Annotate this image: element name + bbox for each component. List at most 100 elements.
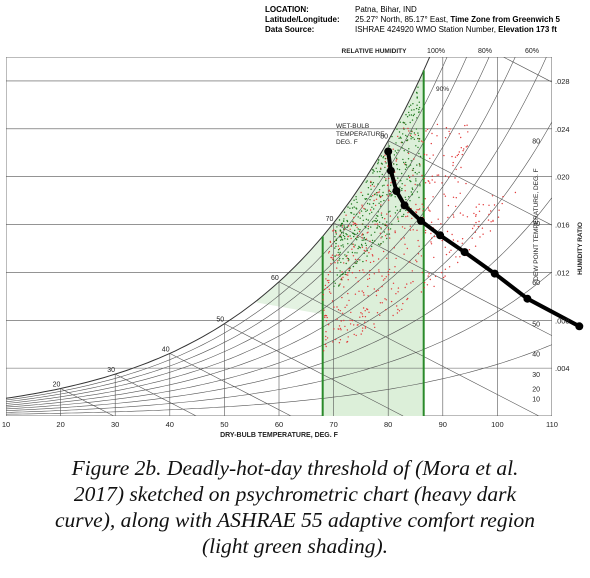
scatter-point (380, 195, 382, 198)
scatter-point (403, 237, 405, 239)
scatter-point (328, 288, 330, 290)
scatter-point (407, 297, 409, 300)
scatter-point (424, 229, 427, 232)
scatter-point (339, 339, 342, 341)
wet-bulb-tick-label: 40 (162, 346, 170, 353)
scatter-point (462, 150, 464, 152)
scatter-point (514, 191, 517, 194)
scatter-point (369, 261, 372, 264)
psychrometric-chart: 10 20 30 40 50 60 70 80 90 100 110 DRY-BULB TEMPERA… (2, 48, 584, 439)
scatter-point (387, 184, 389, 186)
scatter-point (428, 209, 430, 211)
scatter-point (359, 247, 361, 249)
scatter-point (406, 283, 408, 285)
scatter-point (374, 220, 376, 222)
scatter-point (399, 186, 401, 188)
scatter-point (453, 216, 455, 218)
scatter-point (356, 223, 358, 226)
scatter-point (415, 259, 417, 261)
scatter-point (340, 235, 342, 237)
y-tick-label: .024 (555, 125, 570, 134)
scatter-point (362, 260, 364, 263)
scatter-point (404, 168, 407, 170)
scatter-point (332, 259, 335, 261)
scatter-point (397, 135, 399, 138)
scatter-point (454, 156, 457, 158)
scatter-point (335, 238, 338, 240)
scatter-point (376, 194, 378, 196)
scatter-point (437, 218, 439, 220)
scatter-point (333, 285, 335, 287)
scatter-point (343, 211, 346, 213)
scatter-point (374, 223, 376, 225)
scatter-point (340, 224, 343, 226)
scatter-point (353, 235, 355, 238)
scatter-point (346, 257, 348, 259)
scatter-point (380, 227, 382, 229)
scatter-point (381, 163, 383, 165)
scatter-point (487, 219, 490, 221)
scatter-point (417, 86, 419, 88)
scatter-point (339, 270, 341, 272)
scatter-point (415, 180, 417, 182)
scatter-point (440, 223, 442, 225)
scatter-point (352, 223, 355, 226)
scatter-point (322, 299, 324, 301)
scatter-point (345, 214, 347, 216)
scatter-point (328, 279, 330, 282)
scatter-point (351, 319, 354, 322)
scatter-point (427, 180, 429, 182)
dew-point-tick-label: 70 (532, 221, 540, 228)
scatter-point (416, 117, 418, 119)
scatter-point (389, 193, 391, 195)
scatter-point (336, 260, 339, 262)
scatter-point (406, 116, 409, 118)
scatter-point (474, 245, 477, 247)
scatter-point (457, 181, 459, 183)
scatter-point (363, 239, 365, 241)
threshold-curve-point (400, 201, 409, 210)
scatter-point (370, 248, 372, 250)
scatter-point (407, 211, 409, 214)
scatter-point (388, 177, 390, 180)
scatter-point (433, 285, 435, 288)
scatter-point (424, 182, 427, 184)
scatter-point (334, 282, 336, 284)
scatter-point (330, 292, 332, 294)
caption-line-1: Figure 2b. Deadly-hot-day threshold of (… (71, 456, 519, 480)
scatter-point (344, 238, 346, 240)
scatter-point (366, 308, 368, 310)
scatter-point (404, 227, 406, 229)
scatter-point (467, 131, 469, 133)
scatter-point (357, 236, 359, 239)
scatter-point (343, 225, 345, 227)
scatter-point (339, 229, 341, 231)
scatter-point (378, 226, 381, 228)
scatter-point (330, 256, 332, 259)
scatter-point (373, 323, 375, 325)
scatter-point (353, 222, 356, 224)
scatter-point (378, 189, 381, 191)
scatter-point (339, 251, 341, 254)
scatter-point (349, 319, 351, 321)
scatter-point (369, 209, 372, 211)
scatter-point (328, 250, 331, 253)
scatter-point (365, 218, 368, 220)
scatter-point (338, 219, 341, 221)
scatter-point (344, 271, 347, 274)
scatter-point (358, 290, 360, 292)
scatter-point (376, 227, 378, 229)
threshold-curve-point (386, 166, 395, 175)
scatter-point (452, 196, 455, 198)
scatter-point (376, 219, 379, 222)
scatter-point (354, 233, 356, 236)
scatter-point (342, 246, 345, 248)
scatter-point (477, 225, 480, 228)
scatter-point (382, 250, 385, 253)
scatter-point (380, 228, 382, 230)
scatter-point (327, 252, 330, 254)
scatter-point (431, 132, 433, 135)
scatter-point (430, 243, 433, 245)
scatter-point (393, 154, 396, 156)
scatter-point (497, 216, 500, 218)
